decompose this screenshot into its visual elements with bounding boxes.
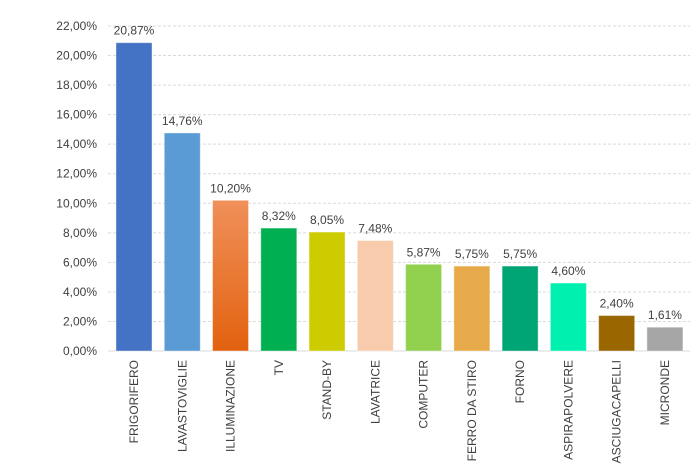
bar-forno: [501, 265, 539, 352]
data-label: 4,60%: [551, 264, 585, 278]
x-tick-label: FRIGORIFERO: [127, 360, 141, 443]
bar-aspirapolvere: [549, 282, 587, 352]
data-label: 7,48%: [358, 222, 392, 236]
y-tick-label: 0,00%: [63, 344, 97, 358]
bar-frigorifero: [115, 42, 153, 352]
x-tick-label: MICRONDE: [658, 360, 672, 425]
data-label: 8,05%: [310, 213, 344, 227]
x-tick-label: LAVASTOVIGLIE: [175, 360, 189, 452]
x-tick-label: FORNO: [513, 360, 527, 403]
data-label: 14,76%: [162, 114, 203, 128]
bar-stand-by: [308, 231, 346, 352]
bar-micronde: [646, 326, 684, 352]
x-axis: FRIGORIFERO LAVASTOVIGLIE ILLUMINAZIONE TV S…: [127, 360, 672, 464]
data-label: 10,20%: [210, 181, 251, 195]
y-tick-label: 8,00%: [63, 226, 97, 240]
data-label: 8,32%: [262, 209, 296, 223]
bar-ferro-da-stiro: [453, 265, 491, 352]
gridlines: [108, 25, 690, 352]
bars: [115, 42, 684, 352]
data-label: 20,87%: [114, 24, 155, 38]
data-label: 2,40%: [600, 297, 634, 311]
bar-lavastoviglie: [163, 132, 201, 352]
y-tick-label: 16,00%: [56, 108, 97, 122]
x-tick-label: COMPUTER: [417, 360, 431, 429]
y-tick-label: 18,00%: [56, 78, 97, 92]
x-tick-label: FERRO DA STIRO: [465, 360, 479, 461]
y-tick-label: 6,00%: [63, 255, 97, 269]
x-tick-label: LAVATRICE: [368, 360, 382, 424]
x-tick-label: ILLUMINAZIONE: [224, 360, 238, 452]
bar-lavatrice: [356, 240, 394, 352]
y-tick-label: 2,00%: [63, 314, 97, 328]
bar-asciugacapelli: [598, 315, 636, 352]
data-labels: 20,87% 14,76% 10,20% 8,32% 8,05% 7,48% 5,87% 5,…: [114, 24, 683, 323]
data-label: 5,87%: [407, 245, 441, 259]
y-tick-label: 10,00%: [56, 196, 97, 210]
x-tick-label: TV: [272, 360, 286, 375]
y-tick-label: 12,00%: [56, 167, 97, 181]
x-tick-label: ASCIUGACAPELLI: [610, 360, 624, 463]
data-label: 5,75%: [503, 247, 537, 261]
data-label: 1,61%: [648, 308, 682, 322]
y-tick-label: 14,00%: [56, 137, 97, 151]
x-tick-label: STAND-BY: [320, 360, 334, 420]
bar-computer: [405, 263, 443, 352]
y-tick-label: 4,00%: [63, 285, 97, 299]
data-label: 5,75%: [455, 247, 489, 261]
bar-illuminazione: [212, 199, 250, 352]
bar-tv: [260, 227, 298, 352]
y-axis: 0,00% 2,00% 4,00% 6,00% 8,00% 10,00% 12,00% 14,…: [56, 19, 97, 358]
y-tick-label: 20,00%: [56, 49, 97, 63]
y-tick-label: 22,00%: [56, 19, 97, 33]
x-tick-label: ASPIRAPOLVERE: [561, 360, 575, 460]
